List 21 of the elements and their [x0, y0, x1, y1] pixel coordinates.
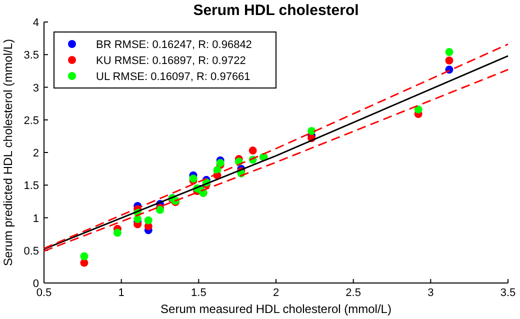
x-tick-label: 1: [118, 287, 124, 299]
y-tick-label: 2: [32, 148, 39, 160]
x-tick-label: 2.5: [346, 287, 361, 299]
y-tick-label: 1.5: [24, 180, 39, 192]
y-tick-label: 4: [32, 17, 39, 29]
legend-label: BR RMSE: 0.16247, R: 0.96842: [96, 39, 252, 51]
chart-title: Serum HDL cholesterol: [193, 2, 359, 19]
x-tick-label: 2: [272, 287, 280, 299]
y-tick-label: 0: [32, 278, 39, 290]
x-tick-label: 1.5: [191, 287, 206, 299]
y-tick-label: 3: [32, 82, 39, 94]
y-tick-label: 3.5: [24, 50, 39, 62]
x-axis-title: Serum measured HDL cholesterol (mmol/L): [160, 302, 392, 316]
y-tick-label: 2.5: [24, 114, 39, 127]
y-tick-label: 1: [32, 212, 39, 225]
y-axis-title: Serum predicted HDL cholesterol (mmol/L): [1, 39, 15, 266]
x-tick-label: 3.5: [500, 287, 516, 299]
y-tick-label: 0.5: [24, 245, 39, 258]
x-tick-label: 3: [428, 287, 434, 299]
legend-label: UL RMSE: 0.16097, R: 0.97661: [96, 71, 250, 83]
legend-label: KU RMSE: 0.16897, R: 0.9722: [96, 55, 246, 67]
